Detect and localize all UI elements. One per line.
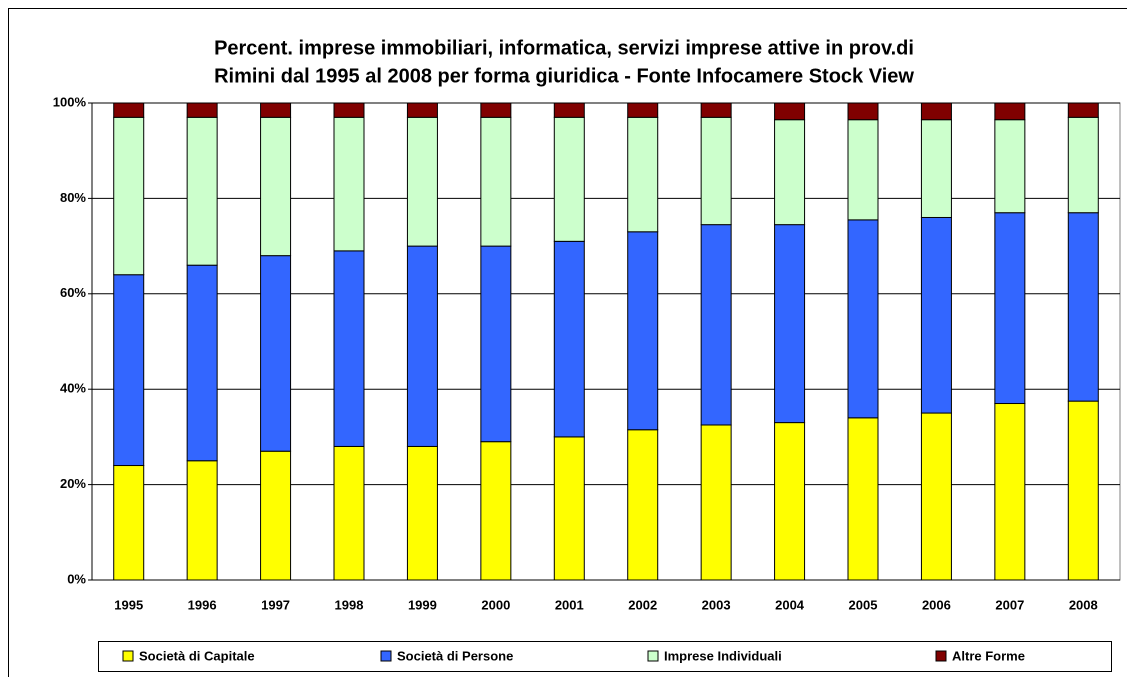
- bar-segment: [627, 102, 659, 118]
- bar-segment: [113, 274, 145, 467]
- bar-segment: [920, 412, 952, 581]
- bar-segment: [553, 102, 585, 118]
- bar-segment: [994, 403, 1026, 581]
- x-tick-label: 1999: [408, 597, 437, 612]
- x-tick-label: 2000: [481, 597, 510, 612]
- bar-segment: [480, 102, 512, 118]
- x-tick-label: 1995: [114, 597, 143, 612]
- bar-segment: [260, 450, 292, 581]
- bar-segment: [847, 119, 879, 221]
- bar-segment: [186, 102, 218, 118]
- y-tick-label: 80%: [60, 190, 86, 205]
- bar-segment: [627, 429, 659, 581]
- bar-segment: [700, 116, 732, 226]
- legend-label: Altre Forme: [952, 648, 1025, 663]
- bar-segment: [553, 116, 585, 242]
- bar-segment: [774, 102, 806, 121]
- bar-segment: [994, 102, 1026, 121]
- bar-segment: [113, 465, 145, 581]
- bar-segment: [627, 116, 659, 233]
- legend-swatch: [647, 650, 659, 662]
- bar-segment: [553, 436, 585, 581]
- bar-segment: [333, 116, 365, 252]
- y-tick-label: 60%: [60, 285, 86, 300]
- bar-segment: [406, 245, 438, 447]
- bar-segment: [260, 116, 292, 257]
- bar-segment: [1067, 102, 1099, 118]
- x-tick-label: 2002: [628, 597, 657, 612]
- chart-title: Percent. imprese immobiliari, informatic…: [214, 37, 914, 59]
- x-tick-label: 2008: [1069, 597, 1098, 612]
- bar-segment: [260, 255, 292, 452]
- bar-segment: [333, 445, 365, 581]
- legend-swatch: [935, 650, 947, 662]
- bar-segment: [774, 224, 806, 424]
- bar-segment: [186, 116, 218, 266]
- bar-segment: [700, 424, 732, 581]
- bar-segment: [260, 102, 292, 118]
- bar-segment: [994, 119, 1026, 214]
- x-tick-label: 2005: [849, 597, 878, 612]
- y-tick-label: 100%: [53, 94, 87, 109]
- bar-segment: [113, 116, 145, 276]
- bar-segment: [333, 102, 365, 118]
- x-tick-label: 2004: [775, 597, 805, 612]
- bar-segment: [627, 231, 659, 431]
- bar-segment: [700, 224, 732, 426]
- bar-segment: [480, 441, 512, 581]
- bar-segment: [920, 216, 952, 414]
- x-tick-label: 1997: [261, 597, 290, 612]
- x-tick-label: 2006: [922, 597, 951, 612]
- x-tick-label: 2003: [702, 597, 731, 612]
- chart-title: Rimini dal 1995 al 2008 per forma giurid…: [214, 65, 914, 87]
- bar-segment: [1067, 212, 1099, 402]
- legend-label: Società di Persone: [397, 648, 513, 663]
- bar-segment: [186, 460, 218, 581]
- bar-segment: [333, 250, 365, 447]
- bar-segment: [553, 240, 585, 438]
- bar-segment: [480, 245, 512, 443]
- bar-segment: [847, 102, 879, 121]
- bar-segment: [186, 264, 218, 462]
- bar-segment: [406, 445, 438, 581]
- x-tick-label: 2007: [995, 597, 1024, 612]
- x-tick-label: 2001: [555, 597, 584, 612]
- legend-swatch: [122, 650, 134, 662]
- bar-segment: [994, 212, 1026, 405]
- bar-segment: [700, 102, 732, 118]
- bar-segment: [1067, 116, 1099, 214]
- y-tick-label: 20%: [60, 476, 86, 491]
- plot-area: [91, 102, 1121, 581]
- bar-segment: [847, 219, 879, 419]
- bar-segment: [406, 102, 438, 118]
- bar-segment: [920, 119, 952, 218]
- y-tick-label: 0%: [67, 571, 86, 586]
- bar-segment: [774, 422, 806, 581]
- x-tick-label: 1996: [188, 597, 217, 612]
- bar-segment: [113, 102, 145, 118]
- legend-label: Imprese Individuali: [664, 648, 782, 663]
- bar-segment: [847, 417, 879, 581]
- y-tick-label: 40%: [60, 381, 86, 396]
- bar-segment: [920, 102, 952, 121]
- bar-segment: [406, 116, 438, 247]
- x-tick-label: 1998: [335, 597, 364, 612]
- legend-swatch: [380, 650, 392, 662]
- bar-segment: [1067, 400, 1099, 581]
- bar-segment: [480, 116, 512, 247]
- bar-segment: [774, 119, 806, 226]
- legend-label: Società di Capitale: [139, 648, 255, 663]
